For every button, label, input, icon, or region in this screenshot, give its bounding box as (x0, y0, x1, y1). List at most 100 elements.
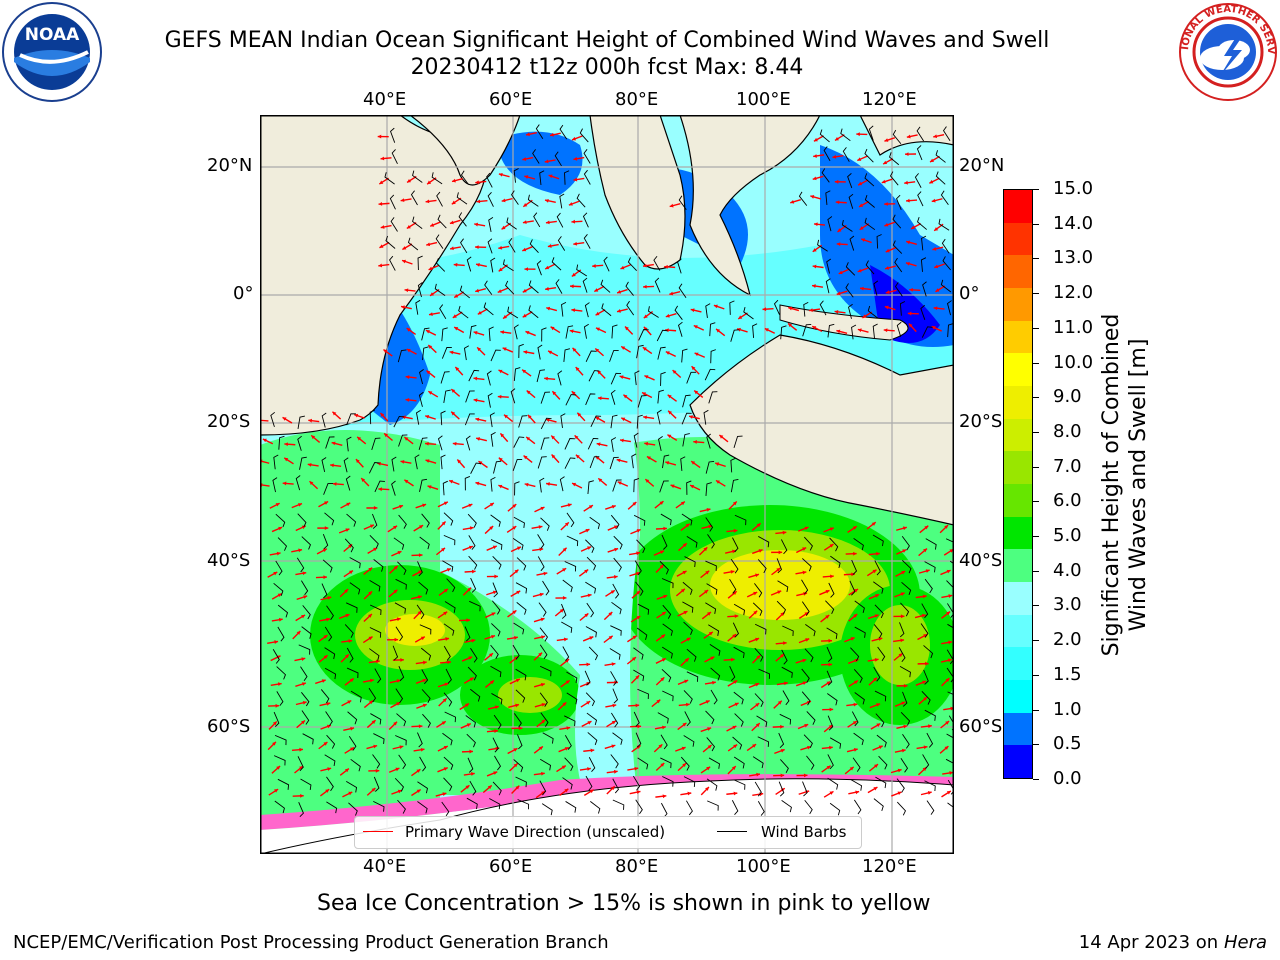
wind-barb (703, 409, 709, 425)
wind-barb (466, 733, 476, 748)
wind-barb (441, 327, 448, 342)
wind-barb (515, 689, 526, 703)
wind-barb (395, 688, 404, 703)
wind-barb (709, 643, 721, 656)
lat-tick-left: 20°N (207, 155, 253, 176)
wind-barb (277, 778, 290, 790)
wave-arrow-head (596, 442, 601, 447)
wind-barb (947, 323, 954, 338)
wave-arrow-head (829, 791, 834, 795)
wave-arrow-head (636, 529, 641, 533)
wind-barb (828, 582, 835, 598)
wind-barb (924, 561, 936, 573)
wind-barb (864, 217, 876, 231)
wave-arrow-head (404, 479, 409, 484)
wave-arrow-head (933, 134, 938, 139)
wave-arrow-head (683, 611, 688, 615)
wind-barb (610, 625, 622, 636)
wind-barb (848, 193, 854, 209)
wave-arrow-head (584, 569, 589, 574)
wind-barb (874, 604, 884, 619)
wave-arrow-head (764, 328, 769, 332)
wind-barb (849, 235, 855, 251)
wave-arrow-head (732, 725, 737, 730)
colorbar-tick-mark (1033, 293, 1039, 295)
wave-arrow-head (451, 411, 456, 416)
wind-barb (439, 304, 447, 320)
wave-arrow-head (712, 680, 716, 685)
wind-barb (536, 369, 545, 383)
wind-barb (707, 800, 719, 811)
wave-arrow-head (854, 680, 859, 685)
wave-arrow-head (274, 640, 279, 644)
wave-arrow-head (876, 723, 881, 727)
wave-arrow-head (324, 526, 329, 530)
wave-arrow-head (664, 264, 668, 269)
wind-barb (506, 217, 517, 230)
wave-arrow-head (357, 436, 362, 441)
wave-arrow-head (466, 618, 471, 623)
wind-barb (708, 391, 718, 404)
wave-arrow-head (693, 440, 697, 444)
wave-arrow-head (492, 590, 497, 595)
wind-barb (373, 558, 384, 572)
wind-barb (637, 757, 649, 770)
wave-arrow-head (632, 635, 637, 640)
wind-barb (559, 124, 568, 140)
wave-arrow-head (713, 304, 718, 309)
wind-barb (892, 214, 902, 229)
wind-barb (465, 435, 471, 451)
wave-arrow-head (834, 309, 839, 314)
wind-barb (412, 170, 423, 183)
wind-barb (442, 732, 453, 746)
wind-barb (636, 344, 644, 359)
wind-barb (446, 578, 456, 593)
wave-arrow-head (730, 570, 735, 574)
wave-arrow-head (428, 345, 433, 349)
wind-barb (419, 478, 428, 492)
wind-barb (732, 736, 743, 750)
wind-barb (900, 712, 911, 726)
wind-barb (923, 645, 934, 659)
wind-barb (516, 557, 527, 571)
wave-arrow-head (498, 267, 503, 272)
wind-barb (395, 735, 407, 746)
wave-arrow-head (885, 248, 890, 253)
colorbar-tick-mark (1033, 431, 1039, 433)
wave-arrow-head (855, 790, 860, 795)
wind-barb (780, 759, 789, 774)
wind-barb (613, 557, 622, 572)
wind-barb (732, 622, 740, 638)
wave-arrow-head (931, 326, 936, 330)
wave-arrow-head (516, 590, 521, 595)
wind-barb (346, 436, 352, 452)
wind-barb (587, 480, 594, 495)
wave-arrow-head (661, 634, 666, 639)
wave-arrow-head (396, 617, 401, 622)
footer-host: Hera (1223, 932, 1267, 953)
wind-barb (301, 710, 310, 725)
wave-arrow-head (933, 306, 938, 311)
wind-barb (298, 644, 311, 655)
wind-barb (705, 460, 715, 474)
wave-arrow-head (466, 723, 471, 727)
wave-arrow-head (501, 225, 506, 230)
wave-arrow-head (644, 375, 649, 379)
wave-arrow-head (522, 288, 527, 293)
wind-barb (414, 454, 420, 470)
wave-arrow-head (642, 392, 647, 396)
wave-arrow-head (878, 745, 883, 750)
wind-barb (637, 603, 650, 615)
wind-barb (585, 350, 597, 363)
wind-barb (421, 669, 429, 685)
wind-barb (564, 757, 574, 772)
wave-arrow-head (836, 242, 841, 247)
wind-barb (398, 666, 405, 682)
wave-arrow-head (301, 657, 306, 661)
wind-barb (556, 212, 564, 228)
wind-barb (729, 665, 736, 681)
wind-barb (415, 409, 421, 425)
wind-barb (733, 646, 745, 659)
wind-barb (585, 393, 596, 406)
wind-legend-swatch (717, 831, 747, 832)
